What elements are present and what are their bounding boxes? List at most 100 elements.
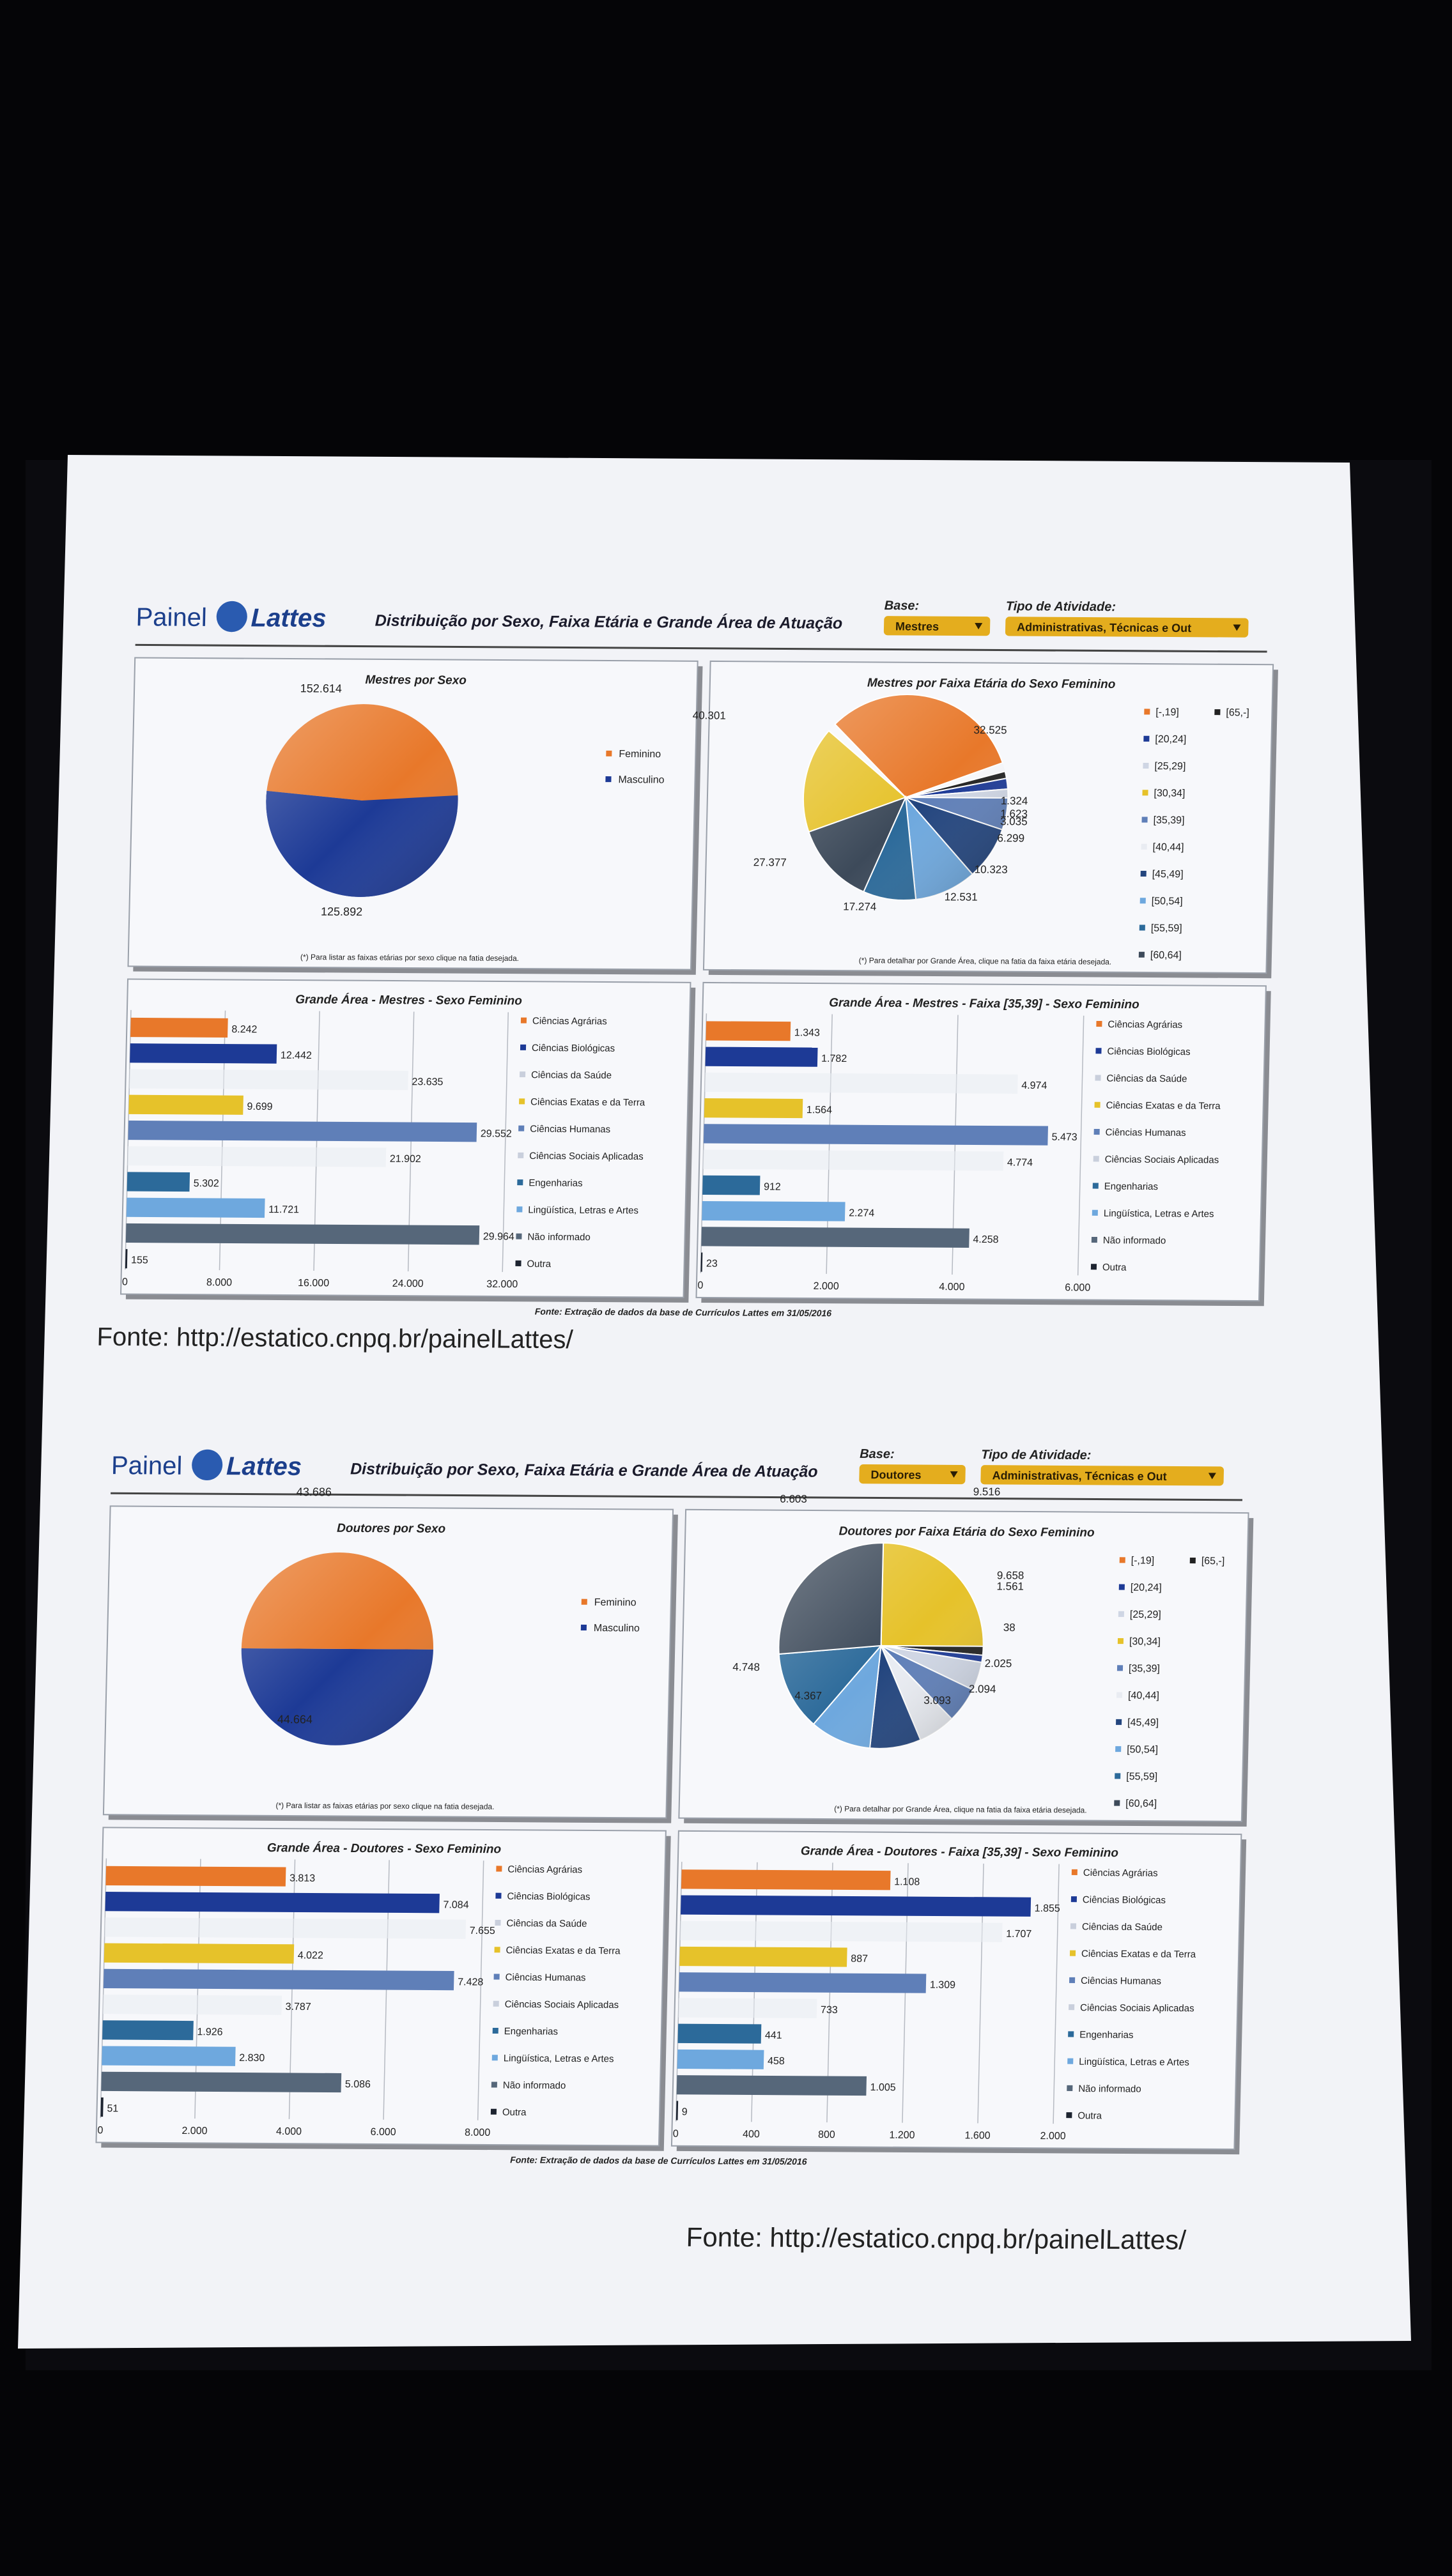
legend-swatch bbox=[1142, 790, 1148, 796]
legend-label: [50,54] bbox=[1127, 1744, 1158, 1755]
pie-value-label: 6.299 bbox=[997, 832, 1024, 844]
bar bbox=[100, 2097, 104, 2117]
legend-label: Ciências Biológicas bbox=[1107, 1046, 1190, 1057]
bar-chart-title: Grande Área - Mestres - Faixa [35,39] - … bbox=[829, 995, 1139, 1011]
legend-label: Lingüística, Letras e Artes bbox=[1104, 1208, 1214, 1220]
bar-value-label: 1.343 bbox=[794, 1027, 821, 1038]
tipo-value: Administrativas, Técnicas e Out bbox=[1017, 620, 1191, 634]
legend-label: Ciências Biológicas bbox=[1083, 1894, 1166, 1906]
legend-label: [25,29] bbox=[1130, 1609, 1161, 1620]
legend-label: Ciências Agrárias bbox=[1083, 1867, 1158, 1879]
chevron-down-icon bbox=[975, 623, 983, 630]
legend-label: Feminino bbox=[619, 748, 661, 760]
axis-tick-label: 24.000 bbox=[392, 1278, 424, 1289]
bar bbox=[676, 2075, 867, 2096]
legend-swatch bbox=[1095, 1075, 1101, 1081]
bar bbox=[102, 2020, 194, 2041]
legend-swatch bbox=[580, 1624, 587, 1631]
pie-value-label: 17.274 bbox=[843, 901, 876, 913]
legend-label: Ciências da Saúde bbox=[506, 1918, 587, 1929]
pie-value-label: 125.892 bbox=[321, 905, 363, 918]
tipo-label: Tipo de Atividade: bbox=[981, 1448, 1092, 1462]
axis-tick-label: 1.200 bbox=[889, 2129, 915, 2141]
legend-swatch bbox=[1116, 1692, 1123, 1698]
legend-swatch bbox=[492, 2027, 498, 2034]
legend-swatch bbox=[1116, 1665, 1124, 1671]
bar-value-label: 9.699 bbox=[247, 1101, 273, 1112]
lattes-logo-icon bbox=[192, 1449, 223, 1481]
legend-label: [65,-] bbox=[1201, 1555, 1225, 1567]
legend-label: Masculino bbox=[594, 1622, 640, 1634]
legend-swatch bbox=[516, 1233, 522, 1239]
legend-swatch bbox=[1189, 1557, 1196, 1564]
bar bbox=[102, 2046, 236, 2066]
legend-swatch bbox=[491, 2082, 497, 2088]
bar-value-label: 8.242 bbox=[231, 1023, 258, 1035]
bar bbox=[677, 2023, 762, 2044]
legend-swatch bbox=[490, 2108, 497, 2115]
pie-value-label: 4.367 bbox=[794, 1690, 822, 1702]
legend-label: Engenharias bbox=[504, 2026, 559, 2037]
panel-doutores: Painel Lattes Distribuição por Sexo, Faixa… bbox=[95, 1447, 1254, 2255]
bar bbox=[679, 1946, 847, 1967]
bar bbox=[703, 1124, 1048, 1146]
axis-tick-label: 8.000 bbox=[465, 2127, 491, 2138]
bar-value-label: 1.564 bbox=[807, 1104, 833, 1116]
bar bbox=[101, 2071, 342, 2093]
bar bbox=[127, 1172, 190, 1192]
legend-swatch bbox=[1066, 2112, 1072, 2119]
pie-value-label: 32.525 bbox=[973, 724, 1007, 736]
legend-label: Ciências da Saúde bbox=[1082, 1921, 1162, 1933]
axis-tick-label: 4.000 bbox=[276, 2126, 302, 2137]
legend-label: Não informado bbox=[1078, 2083, 1141, 2095]
bar bbox=[105, 1866, 286, 1887]
legend-swatch bbox=[1093, 1156, 1099, 1162]
chevron-down-icon bbox=[1233, 624, 1241, 631]
legend-swatch bbox=[1094, 1101, 1101, 1108]
pie-value-label: 1.324 bbox=[1001, 795, 1028, 807]
bar bbox=[104, 1943, 295, 1964]
bar-value-label: 1.782 bbox=[821, 1053, 847, 1064]
axis-tick-label: 2.000 bbox=[1040, 2130, 1066, 2142]
bar-value-label: 4.022 bbox=[298, 1949, 324, 1961]
legend-swatch bbox=[606, 750, 612, 756]
bar-value-label: 4.258 bbox=[973, 1234, 999, 1245]
bar-value-label: 3.813 bbox=[290, 1873, 316, 1884]
legend-swatch bbox=[1118, 1584, 1125, 1590]
bar bbox=[127, 1146, 387, 1167]
legend-label: Outra bbox=[502, 2107, 527, 2118]
bar-value-label: 4.774 bbox=[1007, 1156, 1033, 1168]
pie-value-label: 2.025 bbox=[985, 1657, 1012, 1669]
legend-swatch bbox=[496, 1866, 502, 1872]
fonte-url: Fonte: http://estatico.cnpq.br/painelLat… bbox=[686, 2222, 1187, 2255]
legend-swatch bbox=[520, 1044, 527, 1050]
legend-label: [20,24] bbox=[1131, 1582, 1162, 1593]
logo-painel: Painel bbox=[135, 602, 207, 632]
gridline bbox=[1053, 1864, 1060, 2124]
legend-swatch bbox=[1068, 2031, 1074, 2037]
bar-value-label: 1.855 bbox=[1035, 1903, 1061, 1914]
axis-tick-label: 400 bbox=[743, 2128, 760, 2140]
legend-swatch bbox=[1141, 843, 1147, 850]
bar-value-label: 23 bbox=[706, 1258, 718, 1269]
paper-content: Painel Lattes Distribuição por Sexo, Faixa… bbox=[95, 599, 1278, 2255]
legend-swatch bbox=[1116, 1719, 1122, 1725]
pie-value-label: 40.301 bbox=[693, 709, 726, 721]
axis-tick-label: 32.000 bbox=[486, 1278, 518, 1290]
bar-value-label: 441 bbox=[765, 2030, 782, 2041]
header-title: Distribuição por Sexo, Faixa Etária e Gr… bbox=[375, 611, 842, 632]
base-value: Mestres bbox=[895, 620, 939, 632]
pie-gloss bbox=[803, 694, 1008, 901]
logo-lattes: Lattes bbox=[251, 603, 327, 632]
chevron-down-icon bbox=[1208, 1473, 1216, 1480]
bar bbox=[130, 1017, 228, 1038]
legend-swatch bbox=[581, 1598, 587, 1605]
legend-swatch bbox=[1143, 735, 1150, 742]
legend-swatch bbox=[495, 1919, 501, 1926]
legend-swatch bbox=[1067, 2085, 1073, 2091]
bar-value-label: 21.902 bbox=[390, 1153, 421, 1165]
legend-label: Ciências Agrárias bbox=[1108, 1019, 1182, 1031]
bar bbox=[103, 1968, 454, 1991]
bar bbox=[701, 1227, 969, 1248]
legend-swatch bbox=[1141, 816, 1148, 823]
